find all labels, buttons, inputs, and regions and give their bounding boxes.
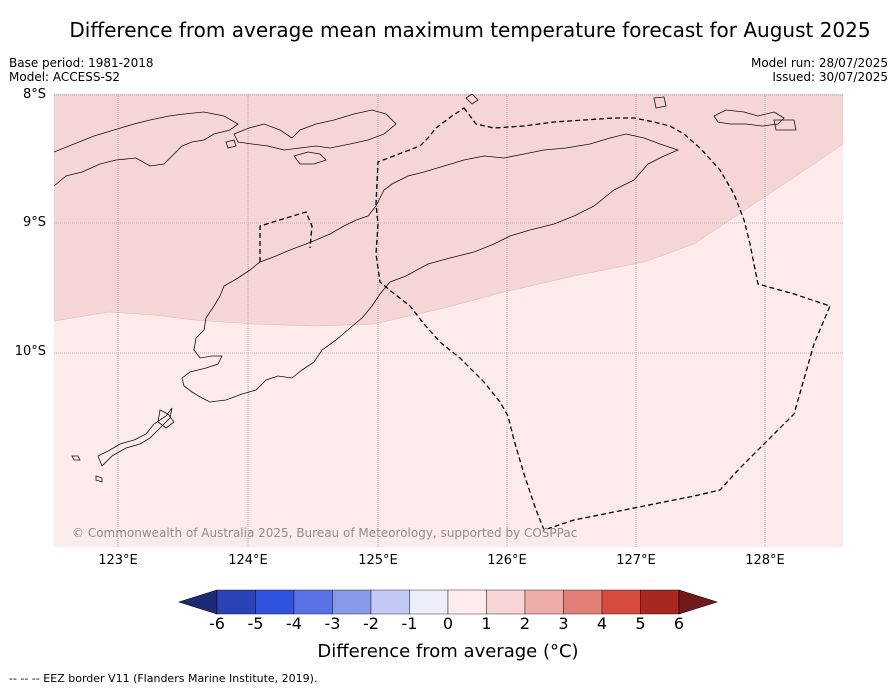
colorbar-tick-label: 0 bbox=[442, 614, 454, 633]
lon-label-125e: 125°E bbox=[358, 553, 398, 568]
coastline-rote bbox=[157, 409, 175, 429]
coastline-small-island-2 bbox=[465, 94, 479, 105]
colorbar-swatch bbox=[255, 589, 295, 615]
coastline-small-island-1 bbox=[225, 139, 237, 149]
colorbar-tick-label: 5 bbox=[635, 614, 646, 633]
colorbar-tick-label: 2 bbox=[519, 614, 531, 633]
colorbar-arrow-low bbox=[178, 589, 218, 615]
coastline-east-islands bbox=[713, 109, 785, 127]
colorbar-swatch bbox=[486, 589, 526, 615]
coastline-alor bbox=[293, 151, 327, 165]
lat-label-9s: 9°S bbox=[22, 215, 46, 230]
colorbar-arrow-high bbox=[678, 589, 718, 615]
lon-label-124e: 124°E bbox=[228, 553, 268, 568]
colorbar-tick-label: -6 bbox=[209, 614, 225, 633]
coastline-south-islands bbox=[97, 407, 173, 467]
model-run-date: Model run: 28/07/2025 bbox=[750, 56, 888, 70]
lon-label-126e: 126°E bbox=[487, 553, 527, 568]
coastlines bbox=[54, 94, 797, 483]
colorbar-tick-label: 4 bbox=[596, 614, 608, 633]
colorbar-tick-label: 6 bbox=[673, 614, 685, 633]
coastline-north-islands bbox=[54, 111, 239, 187]
colorbar-tick-label: 1 bbox=[481, 614, 492, 633]
forecast-map[interactable] bbox=[54, 94, 843, 547]
eez-legend-note: -- -- -- EEZ border V11 (Flanders Marine… bbox=[9, 672, 318, 685]
map-svg bbox=[54, 94, 843, 547]
colorbar-swatch bbox=[524, 589, 564, 615]
colorbar-swatch bbox=[332, 589, 372, 615]
issued-date: Issued: 30/07/2025 bbox=[772, 70, 888, 84]
colorbar-tick-label: -2 bbox=[363, 614, 379, 633]
colorbar-tick-label: -1 bbox=[401, 614, 418, 633]
lat-label-8s: 8°S bbox=[22, 87, 46, 102]
anomaly-band-1-2 bbox=[54, 94, 843, 327]
lon-label-128e: 128°E bbox=[745, 553, 785, 568]
coastline-small-island-4 bbox=[773, 119, 797, 131]
coastline-small-island-3 bbox=[653, 96, 667, 109]
colorbar-tick-label: -4 bbox=[286, 614, 302, 633]
lat-label-10s: 10°S bbox=[14, 344, 46, 359]
colorbar-swatch bbox=[601, 589, 641, 615]
lon-label-127e: 127°E bbox=[616, 553, 656, 568]
colorbar-swatch bbox=[293, 589, 333, 615]
colorbar bbox=[178, 589, 718, 615]
colorbar-tick-label: -5 bbox=[247, 614, 264, 633]
eez-border-oecusse bbox=[259, 211, 313, 262]
chart-title: Difference from average mean maximum tem… bbox=[69, 18, 871, 42]
coastline-timor bbox=[181, 133, 680, 403]
eez-border bbox=[375, 107, 831, 531]
lon-label-123e: 123°E bbox=[98, 553, 138, 568]
colorbar-swatch bbox=[447, 589, 487, 615]
colorbar-swatch bbox=[370, 589, 410, 615]
copyright-notice: © Commonwealth of Australia 2025, Bureau… bbox=[72, 526, 578, 540]
colorbar-tick-label: -3 bbox=[324, 614, 341, 633]
colorbar-swatch bbox=[409, 589, 449, 615]
model-info-left: Base period: 1981-2018 Model: ACCESS-S2 bbox=[9, 56, 154, 84]
colorbar-swatch bbox=[216, 589, 256, 615]
colorbar-swatch bbox=[563, 589, 603, 615]
coastline-small-island-6 bbox=[95, 475, 103, 483]
coastline-flores-east bbox=[233, 109, 397, 151]
colorbar-tick-label: 3 bbox=[558, 614, 569, 633]
model-name: Model: ACCESS-S2 bbox=[9, 70, 121, 84]
colorbar-label: Difference from average (°C) bbox=[317, 641, 579, 662]
model-info-right: Model run: 28/07/2025 Issued: 30/07/2025 bbox=[751, 56, 888, 84]
base-period: Base period: 1981-2018 bbox=[9, 56, 154, 70]
gridlines bbox=[54, 94, 843, 547]
coastline-small-island-5 bbox=[71, 455, 81, 461]
colorbar-swatch bbox=[640, 589, 680, 615]
